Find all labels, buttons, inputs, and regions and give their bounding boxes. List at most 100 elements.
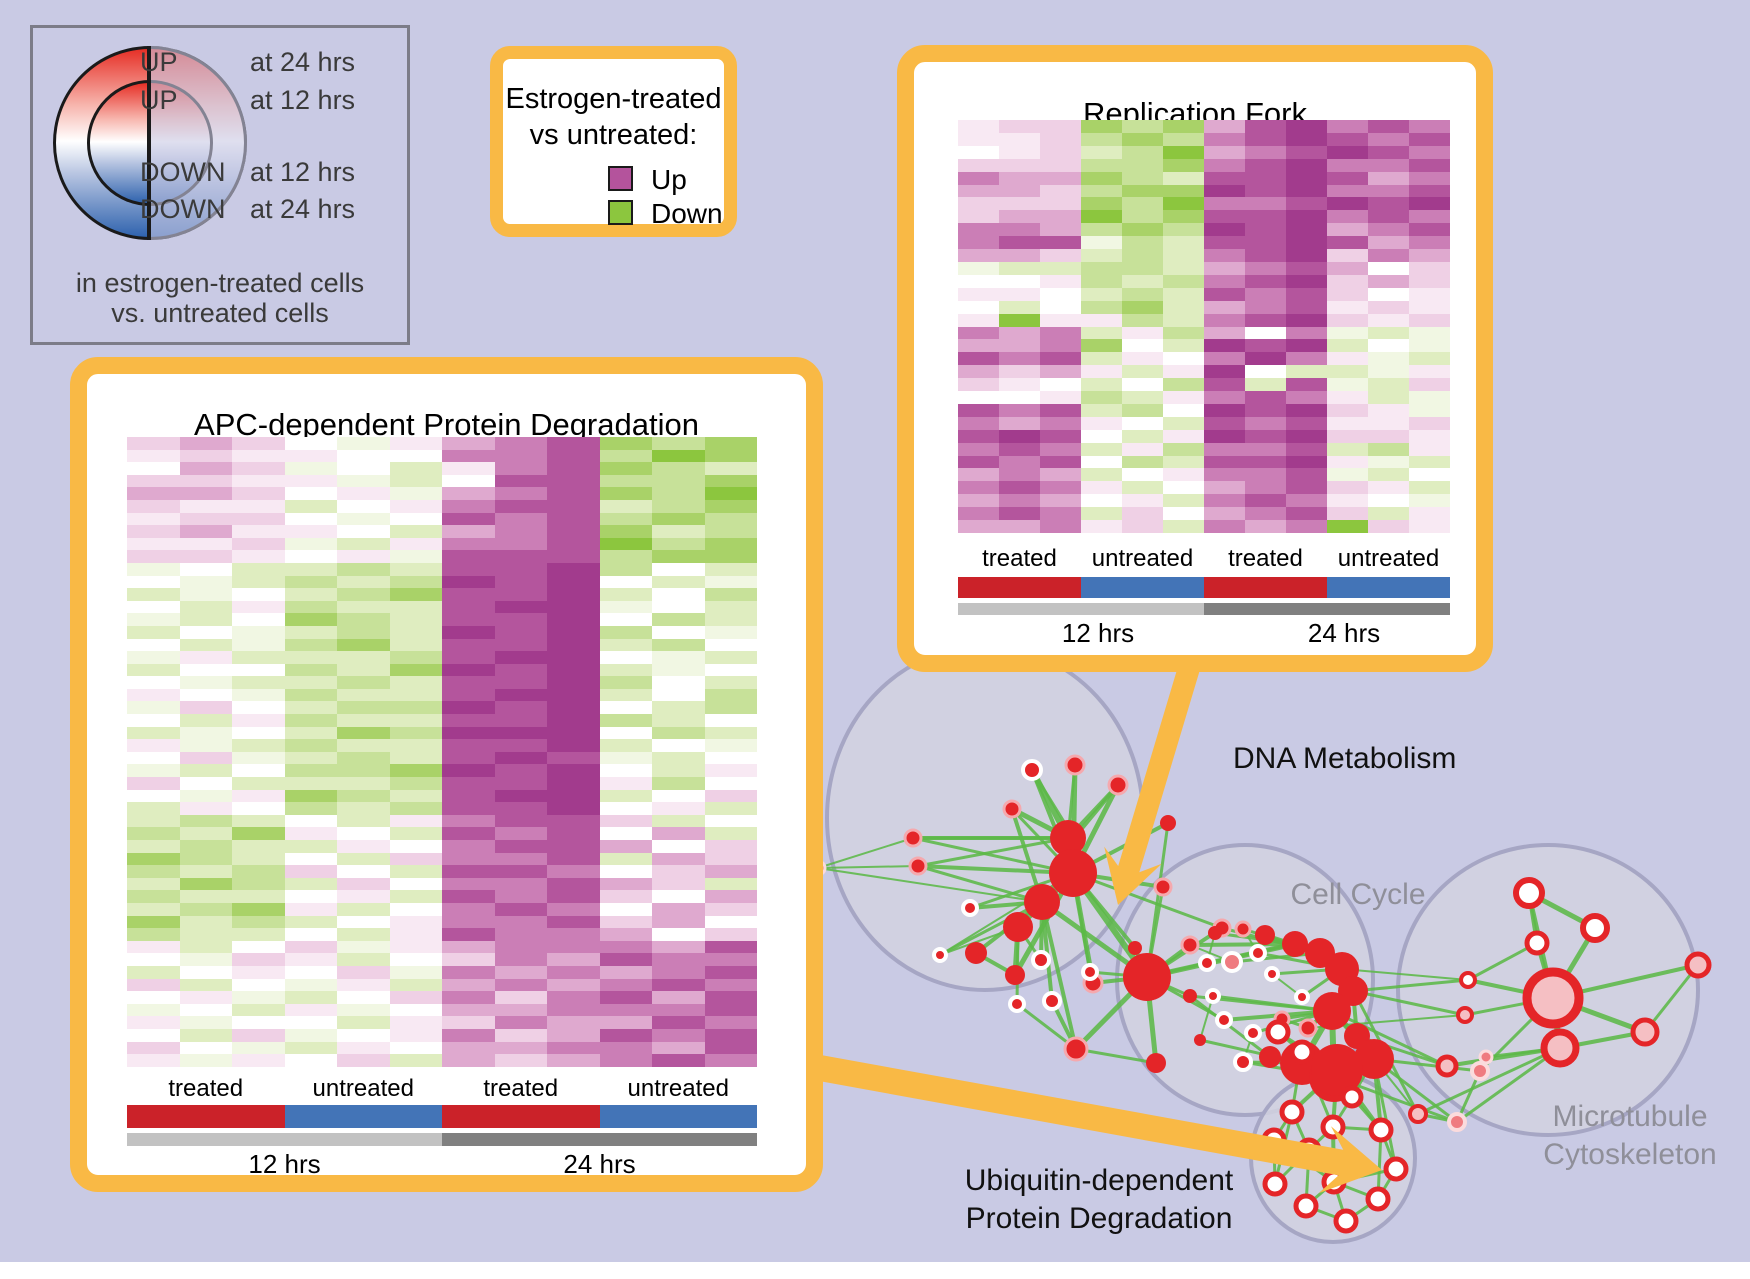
heatmap-cell (704, 965, 757, 979)
heatmap-cell (599, 814, 652, 828)
heatmap-cell (1204, 481, 1245, 495)
heatmap-cell (389, 462, 442, 475)
heatmap-cell (704, 1003, 757, 1017)
heatmap-cell (1327, 416, 1368, 430)
heatmap-cell (599, 437, 652, 450)
heatmap-cell (547, 751, 600, 765)
heatmap-cell (1286, 171, 1327, 185)
heatmap-cell (599, 625, 652, 639)
heatmap-cell (232, 575, 285, 589)
heatmap-cell (1122, 120, 1163, 133)
heatmap-cell (1040, 184, 1081, 198)
heatmap-cell (704, 1028, 757, 1042)
heatmap-cell (652, 600, 705, 614)
heatmap-cell (389, 499, 442, 513)
heatmap-cell (704, 588, 757, 601)
heatmap-cell (599, 890, 652, 903)
heatmap-cell (1163, 481, 1204, 495)
heatmap-cell (1081, 352, 1122, 366)
heatmap-cell (999, 429, 1040, 443)
heatmap-cell (599, 462, 652, 475)
heatmap-cell (127, 1028, 180, 1042)
heatmap-cell (337, 1016, 390, 1029)
heatmap-cell (1204, 274, 1245, 288)
heatmap-cell (999, 352, 1040, 366)
heatmap-cell (1245, 300, 1286, 314)
heatmap-cell (284, 865, 337, 878)
heatmap-cell (1163, 145, 1204, 159)
heatmap-cell (1409, 507, 1450, 521)
network-node (1021, 759, 1043, 781)
heatmap-cell (1409, 391, 1450, 404)
heatmap-cell (599, 562, 652, 576)
key-footer-line1: in estrogen-treated cells (75, 268, 365, 298)
heatmap-cell (232, 588, 285, 601)
heatmap-cell (337, 1054, 390, 1067)
heatmap-row (958, 481, 1450, 495)
heatmap-cell (494, 978, 547, 992)
heatmap-cell (704, 701, 757, 715)
heatmap-cell (1327, 313, 1368, 327)
heatmap-cell (1081, 236, 1122, 250)
heatmap-cell (389, 802, 442, 815)
heatmap-cell (1368, 365, 1409, 379)
heatmap-cell (337, 562, 390, 576)
heatmap-cell (179, 575, 232, 589)
heatmap-cell (337, 777, 390, 790)
heatmap-cell (547, 499, 600, 513)
heatmap-cell (652, 1003, 705, 1017)
heatmap-cell (1286, 416, 1327, 430)
heatmap-cell (599, 928, 652, 941)
heatmap-cell (704, 777, 757, 790)
network-edge (1189, 942, 1296, 947)
heatmap-cell (284, 512, 337, 526)
microtubule-label-line2: Cytoskeleton (1543, 1138, 1717, 1171)
heatmap-cell (127, 726, 180, 740)
heatmap-cell (1368, 313, 1409, 327)
heatmap-cell (1286, 507, 1327, 521)
rf-treated-bar-24h (1204, 577, 1327, 598)
heatmap-row (958, 145, 1450, 159)
heatmap-cell (284, 525, 337, 538)
heatmap-cell (1081, 416, 1122, 430)
heatmap-cell (1409, 339, 1450, 353)
heatmap-cell (599, 1016, 652, 1029)
heatmap-cell (284, 978, 337, 992)
heatmap-cell (652, 512, 705, 526)
heatmap-cell (442, 688, 495, 702)
heatmap-cell (1204, 507, 1245, 521)
heatmap-cell (284, 537, 337, 551)
heatmap-cell (337, 600, 390, 614)
heatmap-cell (179, 865, 232, 878)
heatmap-cell (284, 499, 337, 513)
heatmap-cell (1368, 468, 1409, 482)
heatmap-cell (652, 877, 705, 891)
heatmap-cell (179, 978, 232, 992)
heatmap-cell (599, 512, 652, 526)
heatmap-cell (442, 840, 495, 853)
up-color-swatch (608, 166, 633, 191)
heatmap-cell (599, 764, 652, 778)
heatmap-cell (494, 1041, 547, 1055)
apc-treated-bar-12h (127, 1105, 285, 1128)
heatmap-cell (442, 751, 495, 765)
network-node (1265, 1019, 1291, 1045)
heatmap-cell (1245, 416, 1286, 430)
heatmap-cell (1245, 403, 1286, 417)
heatmap-cell (337, 1041, 390, 1055)
heatmap-cell (1327, 132, 1368, 146)
apc-untreated-bar-24h (599, 1105, 757, 1128)
heatmap-cell (599, 827, 652, 840)
heatmap-cell (1204, 494, 1245, 508)
heatmap-cell (494, 437, 547, 450)
heatmap-cell (547, 978, 600, 992)
heatmap-cell (127, 940, 180, 954)
heatmap-cell (494, 600, 547, 614)
heatmap-cell (999, 378, 1040, 392)
rf-group-label-1: treated (982, 545, 1057, 572)
heatmap-cell (599, 991, 652, 1004)
heatmap-row (127, 449, 757, 463)
heatmap-cell (1204, 158, 1245, 172)
heatmap-cell (652, 499, 705, 513)
network-edge (1417, 1046, 1561, 1116)
